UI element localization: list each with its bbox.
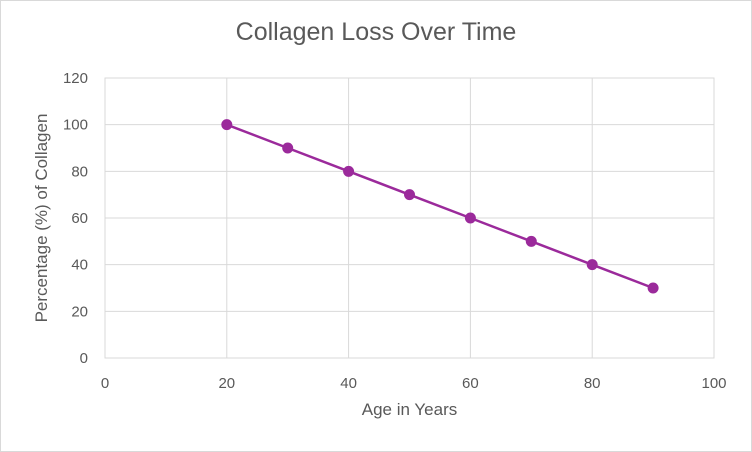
x-tick-label: 20 — [218, 375, 235, 392]
data-point — [282, 142, 294, 154]
y-tick-label: 100 — [63, 117, 88, 134]
y-tick-label: 60 — [71, 210, 88, 227]
x-tick-label: 80 — [584, 375, 601, 392]
data-point — [404, 189, 415, 201]
data-point — [343, 165, 355, 177]
x-tick-label: 60 — [462, 375, 479, 392]
x-axis-label: Age in Years — [361, 400, 458, 419]
data-point — [647, 282, 659, 294]
chart-title: Collagen Loss Over Time — [235, 18, 517, 46]
x-tick-label: 100 — [701, 375, 726, 392]
y-tick-label: 80 — [71, 163, 88, 180]
y-tick-label: 120 — [63, 70, 88, 87]
data-point — [221, 119, 233, 131]
y-tick-label: 0 — [80, 350, 88, 367]
data-point — [525, 235, 537, 247]
y-tick-label: 40 — [71, 257, 88, 274]
y-tick-label: 20 — [71, 303, 88, 320]
x-tick-label: 0 — [101, 375, 109, 392]
series-line — [226, 123, 654, 290]
data-point — [586, 259, 598, 271]
data-point — [464, 212, 476, 224]
x-tick-label: 40 — [340, 375, 357, 392]
